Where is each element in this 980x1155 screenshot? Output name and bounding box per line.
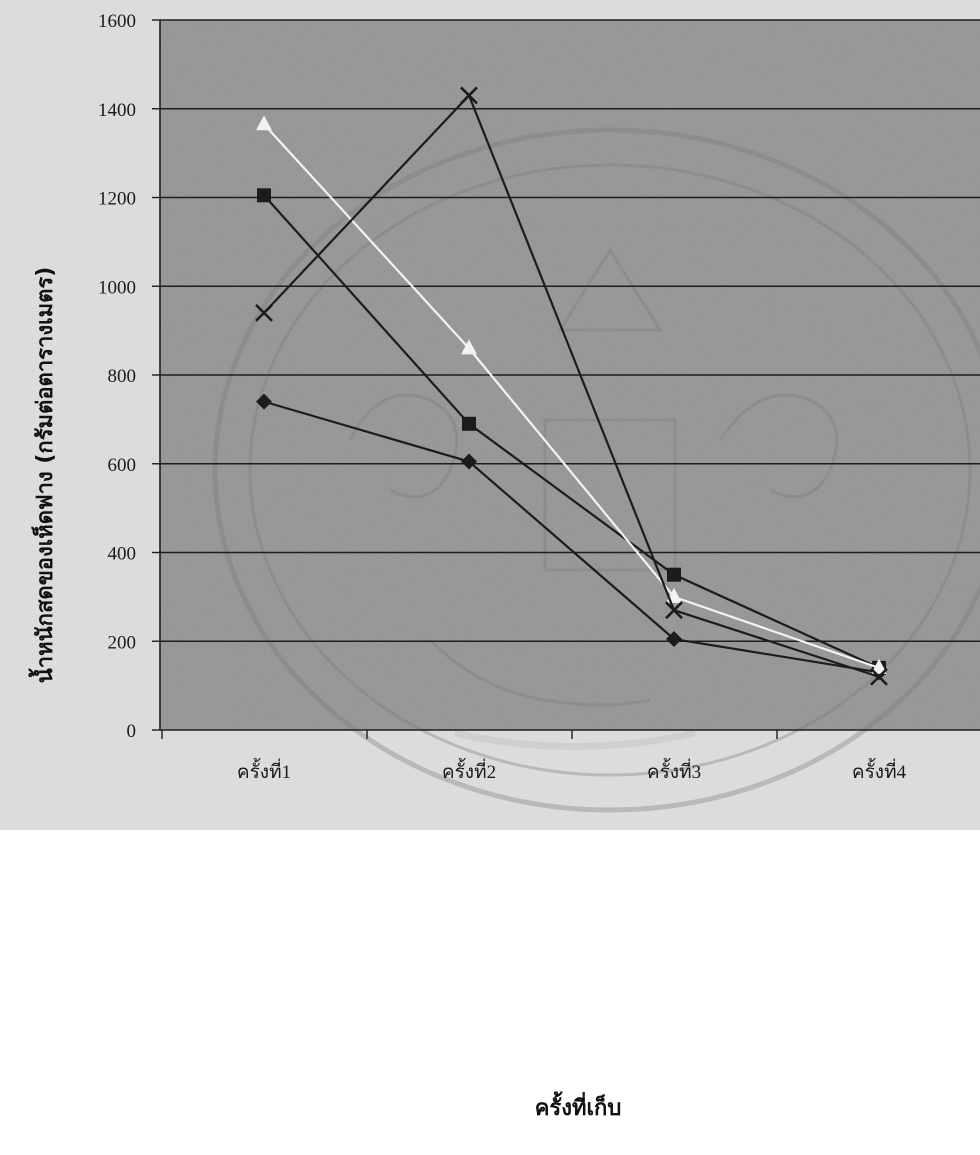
data-point-triangle (461, 339, 477, 355)
y-tick-label: 800 (108, 366, 137, 387)
data-point-diamond (666, 631, 682, 648)
data-point-x (665, 601, 683, 620)
y-tick-label: 1400 (98, 100, 136, 121)
series-line (263, 94, 880, 678)
x-tick-label: ครั้งที่3 (647, 758, 701, 783)
x-tick-labels: ครั้งที่1 ครั้งที่2 ครั้งที่3 ครั้งที่4 (237, 758, 907, 783)
series-x (255, 86, 888, 686)
data-point-x (460, 86, 478, 105)
series-line (263, 123, 880, 669)
series-lines (255, 86, 888, 686)
data-point-x (255, 303, 273, 322)
y-tick-label: 1200 (98, 189, 136, 210)
y-tick-label: 0 (127, 721, 137, 742)
x-tick-label: ครั้งที่2 (442, 758, 496, 783)
y-axis-title: น้ำหนักสดของเห็ดฟาง (กรัมต่อตารางเมตร) (28, 267, 58, 684)
x-tick-label: ครั้งที่4 (852, 758, 907, 783)
x-tick-label: ครั้งที่1 (237, 758, 291, 783)
data-point-square (257, 188, 271, 203)
y-tick-label: 600 (108, 455, 137, 476)
gridlines (160, 19, 980, 642)
data-point-x (870, 667, 888, 686)
data-point-triangle (871, 658, 887, 674)
y-tick-labels: 0 200 400 600 800 1000 1200 1400 1600 (98, 11, 136, 742)
y-tick-label: 1600 (98, 11, 136, 32)
data-point-square (462, 416, 476, 431)
y-tick-label: 1000 (98, 277, 136, 298)
series-line (263, 400, 880, 674)
series-line (263, 194, 880, 669)
y-tick-label: 200 (108, 632, 137, 653)
scan-arc (454, 729, 696, 750)
data-point-diamond (256, 393, 272, 410)
data-point-triangle (256, 115, 272, 131)
watermark-seal (212, 127, 980, 813)
data-point-diamond (461, 453, 477, 470)
data-point-square (667, 567, 681, 582)
axes (152, 19, 980, 739)
y-tick-label: 400 (108, 544, 137, 565)
x-axis-title: ครั้งที่เก็บ (535, 1091, 622, 1121)
